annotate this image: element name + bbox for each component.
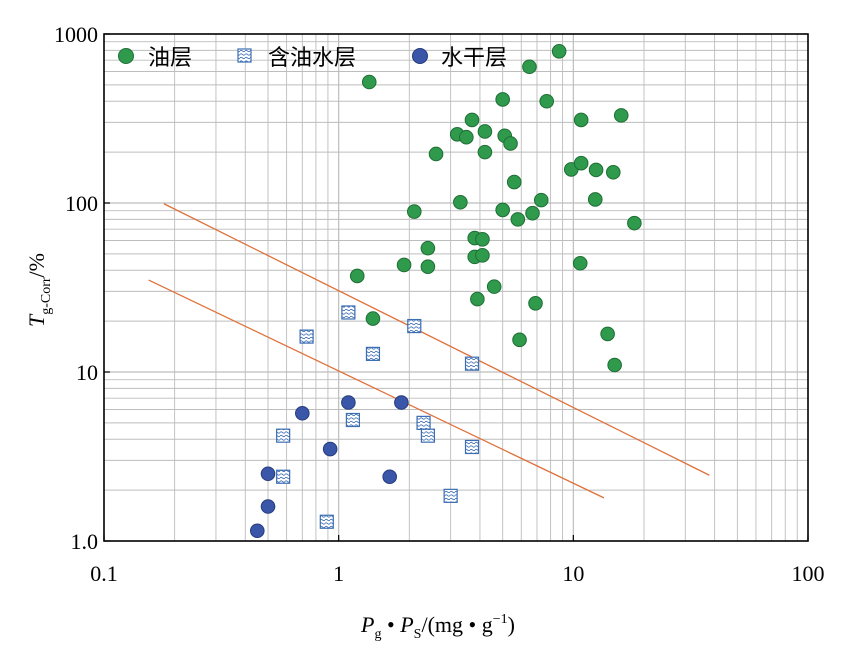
data-point-water-dry (341, 395, 356, 410)
x-axis-title: Pg • PS/(mg • g−1) (360, 612, 515, 642)
y-tick-label: 1.0 (71, 529, 99, 554)
data-point-oil (528, 295, 543, 311)
data-point-oil-bearing-water (345, 412, 361, 428)
data-point-oil (506, 174, 522, 190)
data-point-oil (486, 279, 502, 294)
data-point-oil-bearing-water (416, 415, 431, 430)
data-point-water-dry (249, 523, 265, 539)
data-point-oil (470, 291, 485, 307)
data-point-oil (396, 257, 412, 273)
data-point-oil (525, 205, 540, 221)
legend-marker-oil (118, 48, 134, 64)
data-point-water-dry (295, 405, 310, 421)
data-point-oil (613, 108, 629, 123)
y-tick-label: 100 (65, 191, 98, 216)
data-point-oil-bearing-water (299, 329, 314, 344)
trend-line (163, 203, 710, 476)
data-point-oil (522, 59, 537, 75)
legend-label-oil: 油层 (148, 46, 192, 71)
x-tick-label: 10 (562, 561, 584, 586)
data-point-oil-bearing-water (407, 318, 422, 334)
data-point-oil-bearing-water (319, 514, 334, 529)
y-axis-title: Tg-Corr/% (24, 253, 54, 327)
data-point-oil (453, 194, 468, 210)
data-point-oil (420, 240, 436, 256)
x-tick-label: 100 (792, 561, 825, 586)
data-point-oil (607, 357, 622, 373)
data-point-oil (587, 192, 603, 207)
data-point-oil (503, 136, 518, 151)
y-tick-label: 1000 (54, 22, 98, 47)
data-point-oil (572, 255, 588, 271)
y-tick-label: 10 (76, 360, 98, 385)
data-point-oil (406, 204, 422, 219)
data-point-water-dry (260, 499, 276, 514)
data-point-oil (361, 74, 377, 90)
data-point-oil (533, 192, 549, 208)
data-point-oil (600, 326, 615, 342)
data-markers (249, 44, 642, 539)
data-point-oil (495, 202, 510, 218)
data-point-oil (605, 164, 621, 180)
data-point-oil (627, 215, 642, 231)
legend-marker-water-dry (412, 48, 428, 64)
data-point-water-dry (382, 469, 398, 485)
trend-lines (148, 203, 710, 499)
data-point-oil (512, 332, 527, 348)
data-point-oil (588, 162, 604, 178)
data-point-oil (495, 92, 510, 107)
data-point-oil-bearing-water (420, 428, 435, 443)
data-point-oil (420, 259, 436, 274)
data-point-oil (573, 155, 589, 171)
x-tick-label: 0.1 (90, 561, 118, 586)
data-point-water-dry (260, 466, 276, 482)
data-point-oil (464, 112, 480, 128)
data-point-oil-bearing-water (276, 469, 291, 484)
legend: 油层 含油水层 水干层 (118, 46, 507, 71)
legend-marker-oil-bearing-water (237, 48, 252, 63)
data-point-oil-bearing-water (341, 305, 356, 320)
data-point-oil (477, 144, 493, 160)
data-point-water-dry (322, 441, 338, 457)
data-point-oil (365, 311, 381, 326)
data-point-oil (477, 124, 493, 139)
data-point-oil (475, 231, 490, 247)
data-point-oil (428, 146, 444, 162)
plot-frame (103, 33, 809, 542)
x-tick-label: 1 (333, 561, 344, 586)
data-point-water-dry (394, 395, 409, 410)
legend-label-oil-bearing-water: 含油水层 (268, 46, 356, 71)
data-point-oil-bearing-water (365, 346, 381, 361)
data-point-oil (510, 212, 526, 227)
data-point-oil-bearing-water (443, 488, 458, 503)
x-axis-ticks: 0.1 1 10 100 (90, 535, 825, 586)
data-point-oil-bearing-water (464, 439, 480, 455)
data-point-oil (539, 93, 554, 109)
data-point-oil-bearing-water (276, 428, 291, 443)
data-point-oil (349, 268, 365, 284)
y-axis-ticks: 1.0 10 100 1000 (54, 22, 110, 554)
trend-line (148, 279, 605, 499)
data-point-oil (551, 44, 567, 59)
data-point-oil (475, 248, 490, 263)
data-point-oil (459, 129, 474, 145)
grid-lines (104, 34, 808, 541)
legend-label-water-dry: 水干层 (441, 46, 507, 71)
data-point-oil-bearing-water (464, 356, 480, 371)
data-point-oil (573, 112, 589, 128)
